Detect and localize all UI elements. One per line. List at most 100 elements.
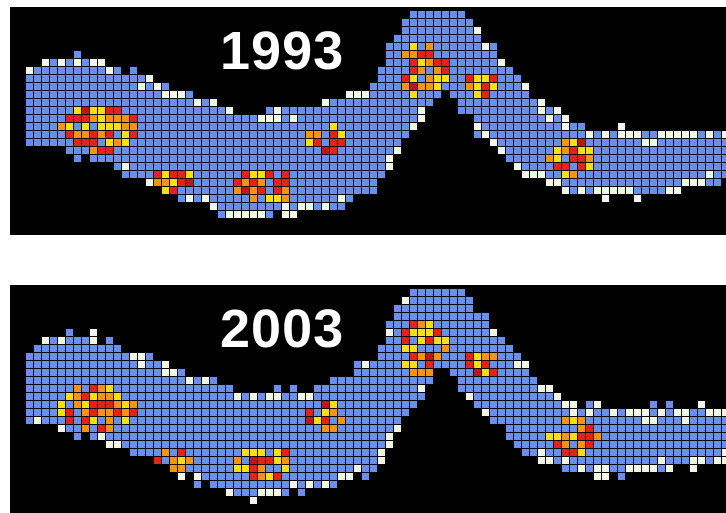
grid-cell-1993-460 [306, 171, 313, 178]
grid-cell-2003-269 [194, 449, 201, 456]
grid-cell-2003-963 [666, 401, 673, 408]
grid-cell-1993-366 [250, 179, 257, 186]
grid-cell-2003-61 [66, 393, 73, 400]
grid-cell-2003-164 [130, 417, 137, 424]
grid-cell-2003-39 [50, 409, 57, 416]
grid-cell-2003-784 [506, 409, 513, 416]
grid-cell-1993-535 [354, 99, 361, 106]
grid-cell-2003-92 [90, 337, 97, 344]
grid-cell-1993-250 [186, 91, 193, 98]
grid-cell-1993-218 [162, 155, 169, 162]
grid-cell-1993-668 [426, 51, 433, 58]
grid-cell-1993-172 [138, 99, 145, 106]
grid-cell-1993-823 [530, 131, 537, 138]
grid-cell-2003-463 [314, 417, 321, 424]
grid-cell-2003-334 [234, 441, 241, 448]
grid-cell-2003-635 [410, 329, 417, 336]
grid-cell-1993-383 [258, 211, 265, 218]
grid-cell-2003-132 [114, 353, 121, 360]
grid-cell-2003-492 [330, 433, 337, 440]
grid-cell-1993-944 [634, 187, 641, 194]
grid-cell-1993-241 [178, 131, 185, 138]
grid-cell-2003-562 [370, 425, 377, 432]
grid-cell-1993-774 [498, 83, 505, 90]
grid-cell-2003-966 [666, 425, 673, 432]
grid-cell-2003-314 [226, 385, 233, 392]
grid-cell-2003-834 [546, 401, 553, 408]
grid-cell-1993-395 [266, 195, 273, 202]
grid-cell-1993-210 [162, 91, 169, 98]
grid-cell-1993-417 [282, 155, 289, 162]
grid-cell-1993-524 [346, 123, 353, 130]
grid-cell-2003-118 [106, 345, 113, 352]
grid-cell-2003-675 [434, 321, 441, 328]
grid-cell-1993-240 [178, 123, 185, 130]
grid-cell-2003-287 [210, 377, 217, 384]
grid-cell-2003-101 [90, 409, 97, 416]
grid-cell-1993-924 [618, 155, 625, 162]
grid-cell-1993-7 [26, 123, 33, 130]
grid-cell-2003-32 [50, 353, 57, 360]
grid-cell-1993-895 [594, 131, 601, 138]
grid-cell-2003-292 [210, 417, 217, 424]
grid-cell-1993-95 [90, 91, 97, 98]
grid-cell-1993-930 [626, 139, 633, 146]
grid-cell-1993-261 [186, 179, 193, 186]
grid-cell-2003-417 [282, 465, 289, 472]
grid-cell-2003-78 [74, 433, 81, 440]
grid-cell-2003-989 [690, 433, 697, 440]
grid-cell-1993-115 [98, 147, 105, 154]
grid-cell-1993-869 [570, 123, 577, 130]
grid-cell-2003-841 [546, 457, 553, 464]
grid-cell-2003-559 [370, 401, 377, 408]
grid-cell-1993-667 [426, 43, 433, 50]
grid-cell-2003-574 [378, 393, 385, 400]
grid-cell-2003-349 [242, 457, 249, 464]
grid-cell-1993-943 [634, 179, 641, 186]
grid-cell-1993-775 [498, 91, 505, 98]
grid-cell-2003-763 [490, 409, 497, 416]
grid-cell-2003-383 [266, 409, 273, 416]
grid-cell-2003-94 [90, 353, 97, 360]
grid-cell-1993-202 [154, 131, 161, 138]
grid-cell-1993-440 [298, 115, 305, 122]
grid-cell-2003-138 [114, 401, 121, 408]
grid-cell-1993-262 [186, 187, 193, 194]
grid-cell-2003-804 [522, 393, 529, 400]
grid-cell-1993-552 [362, 131, 369, 138]
grid-cell-1993-853 [554, 139, 561, 146]
grid-cell-2003-10 [34, 353, 41, 360]
grid-cell-2003-711 [458, 361, 465, 368]
grid-cell-1993-613 [394, 107, 401, 114]
grid-cell-1993-629 [402, 99, 409, 106]
grid-cell-2003-932 [634, 425, 641, 432]
grid-cell-1993-416 [282, 147, 289, 154]
grid-cell-2003-199 [154, 393, 161, 400]
grid-cell-1993-306 [218, 123, 225, 130]
grid-cell-2003-381 [266, 393, 273, 400]
grid-cell-1993-840 [546, 115, 553, 122]
grid-cell-2003-479 [322, 441, 329, 448]
grid-cell-1993-999 [690, 179, 697, 186]
grid-cell-2003-650 [418, 329, 425, 336]
grid-cell-2003-869 [578, 409, 585, 416]
grid-cell-1993-589 [386, 51, 393, 58]
grid-cell-2003-96 [90, 369, 97, 376]
grid-cell-2003-168 [130, 449, 137, 456]
grid-cell-2003-346 [242, 433, 249, 440]
grid-cell-2003-565 [370, 449, 377, 456]
grid-cell-1993-384 [266, 107, 273, 114]
grid-cell-1993-190 [146, 139, 153, 146]
grid-cell-2003-473 [322, 393, 329, 400]
grid-cell-2003-5 [26, 393, 33, 400]
grid-cell-1993-371 [258, 115, 265, 122]
grid-cell-2003-213 [162, 401, 169, 408]
grid-cell-1993-256 [186, 139, 193, 146]
grid-cell-2003-217 [162, 433, 169, 440]
grid-cell-1993-1012 [706, 171, 713, 178]
grid-cell-2003-660 [426, 297, 433, 304]
grid-cell-1993-520 [346, 91, 353, 98]
grid-cell-1993-444 [298, 147, 305, 154]
grid-cell-1993-684 [434, 83, 441, 90]
grid-cell-2003-145 [122, 361, 129, 368]
